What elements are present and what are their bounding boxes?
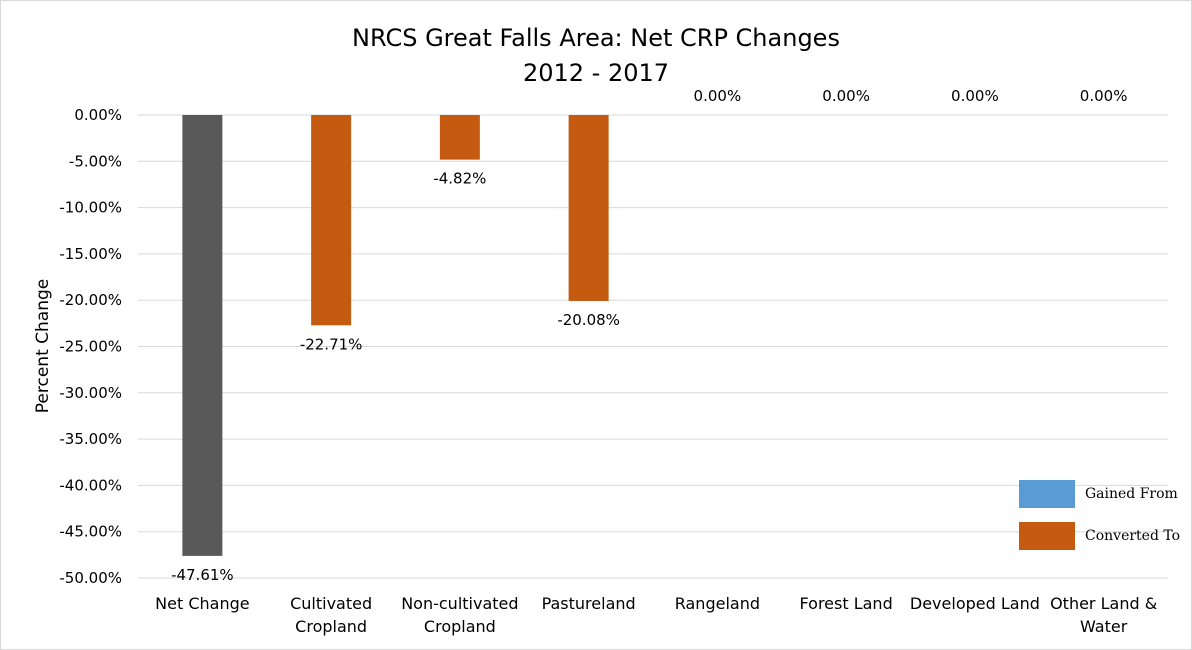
y-axis-label: Percent Change (33, 279, 53, 413)
data-labels: -47.61% -22.71% -4.82% -20.08% 0.00% 0.00% 0.0… (171, 87, 1127, 584)
x-tick-label: Cropland (424, 617, 496, 636)
x-tick-label: Cultivated (290, 594, 372, 613)
x-axis-categories: Net Change Cultivated Cropland Non-cultivat… (155, 594, 1157, 636)
bars (182, 115, 609, 556)
data-label: 0.00% (951, 87, 999, 105)
bar (182, 115, 223, 556)
data-label: -4.82% (433, 170, 486, 188)
y-tick-label: -25.00% (59, 338, 122, 356)
legend-label: Gained From (1085, 486, 1178, 502)
y-tick-label: -20.00% (59, 291, 122, 309)
y-axis-ticks: 0.00% -5.00% -10.00% -15.00% -20.00% -25.00% -… (59, 106, 122, 587)
x-tick-label: Other Land & (1050, 594, 1157, 613)
data-label: 0.00% (1080, 87, 1128, 105)
legend-swatch (1019, 522, 1075, 550)
y-tick-label: -5.00% (69, 152, 122, 170)
y-tick-label: -10.00% (59, 199, 122, 217)
data-label: 0.00% (822, 87, 870, 105)
data-label: -20.08% (557, 311, 620, 329)
legend: Gained From Converted To (1019, 480, 1180, 550)
data-label: 0.00% (694, 87, 742, 105)
bar (439, 115, 480, 160)
x-tick-label: Net Change (155, 594, 249, 613)
x-tick-label: Developed Land (910, 594, 1040, 613)
y-tick-label: -30.00% (59, 384, 122, 402)
x-tick-label: Non-cultivated (401, 594, 518, 613)
x-tick-label: Water (1080, 617, 1128, 636)
y-tick-label: -50.00% (59, 569, 122, 587)
y-tick-label: -40.00% (59, 476, 122, 494)
bar (568, 115, 609, 301)
legend-label: Converted To (1085, 528, 1180, 544)
y-tick-label: -45.00% (59, 523, 122, 541)
y-tick-label: -15.00% (59, 245, 122, 263)
y-tick-label: -35.00% (59, 430, 122, 448)
y-tick-label: 0.00% (74, 106, 122, 124)
legend-swatch (1019, 480, 1075, 508)
chart-subtitle: 2012 - 2017 (523, 59, 669, 87)
gridlines (138, 114, 1168, 579)
chart-title: NRCS Great Falls Area: Net CRP Changes (352, 24, 840, 52)
x-tick-label: Rangeland (675, 594, 760, 613)
data-label: -47.61% (171, 566, 234, 584)
x-tick-label: Pastureland (542, 594, 636, 613)
data-label: -22.71% (300, 335, 363, 353)
x-tick-label: Cropland (295, 617, 367, 636)
x-tick-label: Forest Land (800, 594, 893, 613)
bar (311, 115, 352, 326)
